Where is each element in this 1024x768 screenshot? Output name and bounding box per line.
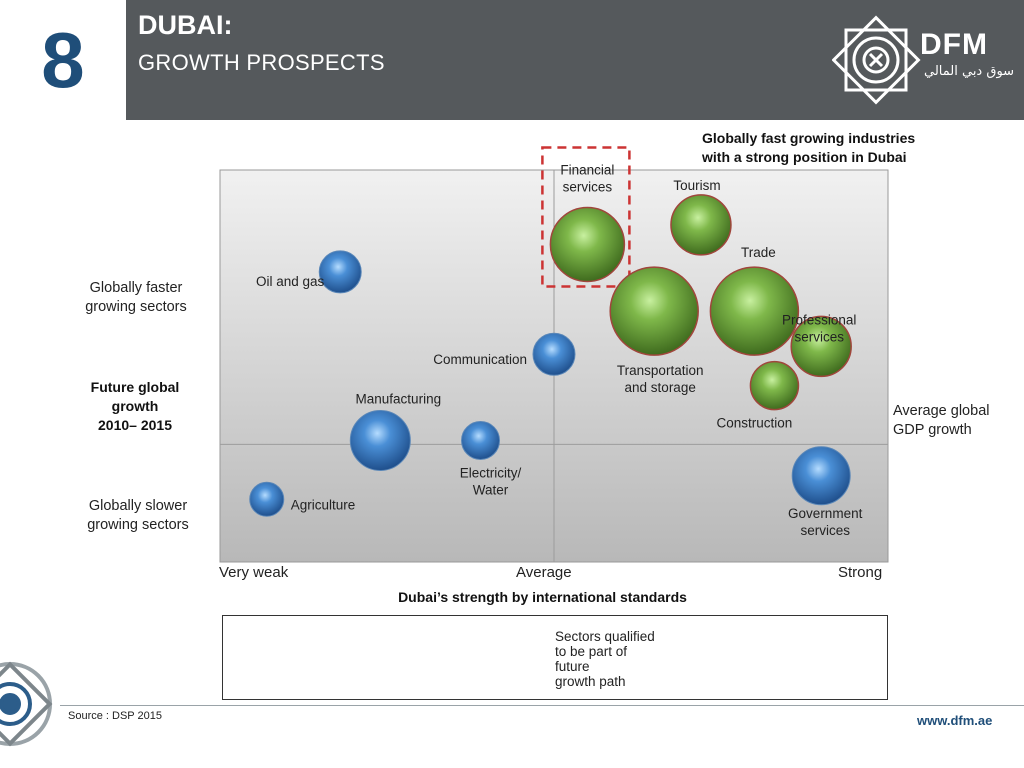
bubble-label: Transportation and storage [617,363,704,395]
bubble-label: Agriculture [291,497,356,512]
corner-logo-icon [0,661,53,747]
bubble-label: Communication [433,352,527,367]
website-link[interactable]: www.dfm.ae [917,713,993,728]
legend-box [222,615,888,700]
bubble-professional-services [790,315,852,378]
bubble-communication [532,332,576,376]
gdp-reference-label: Average global GDP growth [893,403,990,438]
bubble-financial-services [549,206,626,283]
bubble-label: Oil and gas [256,274,325,289]
page-subtitle: GROWTH PROSPECTS [138,50,385,75]
bubble-label: Professional services [782,312,856,344]
y-bottom-label: Globally slower growing sectors [87,498,189,533]
bubble-trade [709,266,800,356]
bubble-label: Construction [717,416,793,431]
footer-divider [60,705,1024,706]
y-top-label: Globally faster growing sectors [85,280,187,315]
bubble-construction [749,360,800,411]
source-note: Source : DSP 2015 [68,710,162,722]
bubble-label: Electricity/Water [460,465,522,497]
bubble-label: Financial services [560,162,614,194]
bubble-oil-and-gas [318,250,362,294]
x-tick-average: Average [516,564,572,581]
bubble-tourism [670,194,732,256]
logo-arabic-text: سوق دبي المالي [924,64,1015,79]
highlight-box [541,146,631,288]
bubble-government-services [791,446,851,506]
bubble-transportation-and-storage [609,266,699,356]
logo-text: DFM [920,28,988,61]
bubble-agriculture [249,481,285,517]
bubble-manufacturing [349,409,411,471]
bubble-label: Government services [788,506,863,538]
legend-label: Sectors qualified to be part of future g… [555,629,655,689]
bubble-label: Tourism [673,178,720,193]
slide-number: 8 [0,0,126,120]
dfm-logo-icon [832,15,921,105]
bubble-label: Trade [741,245,776,260]
page-title: DUBAI: [138,10,233,40]
bubble-label: Manufacturing [356,391,442,406]
y-axis-title: Future global growth 2010– 2015 [90,379,180,433]
x-tick-very-weak: Very weak [219,564,289,581]
bubble-electricity-water [461,420,501,460]
highlight-note: Globally fast growing industries with a … [702,130,916,165]
x-tick-strong: Strong [838,564,883,581]
x-axis-title: Dubai’s strength by international standa… [398,589,687,605]
slide-number-text: 8 [41,16,85,104]
